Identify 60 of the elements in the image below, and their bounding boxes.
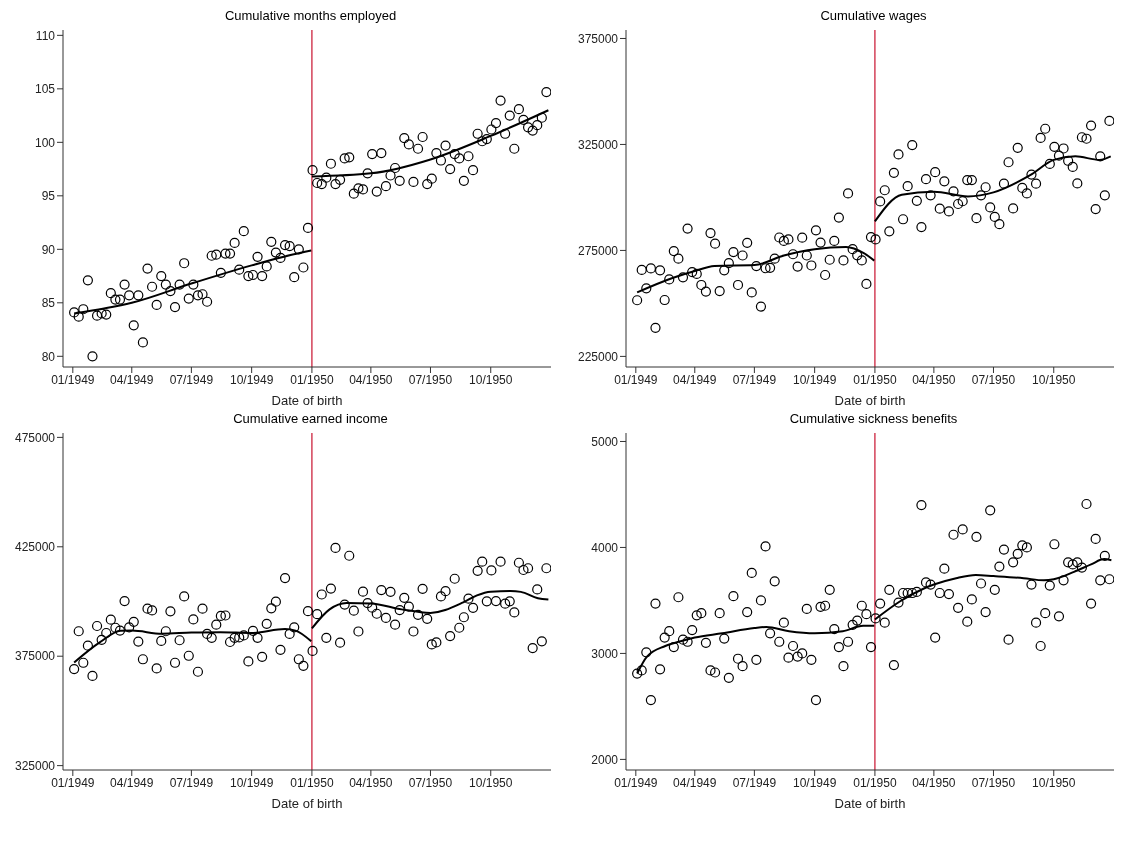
y-tick-label: 475000 <box>14 430 56 445</box>
y-tick-label: 2000 <box>591 752 619 767</box>
x-tick-label: 01/1950 <box>290 372 334 387</box>
x-tick-label: 10/1950 <box>1032 372 1076 387</box>
y-tick-label: 4000 <box>591 540 619 555</box>
x-tick-label: 07/1949 <box>732 775 777 790</box>
y-tick-label: 90 <box>41 242 56 257</box>
x-axis-title: Date of birth <box>271 796 343 811</box>
chart-title: Cumulative months employed <box>223 8 398 25</box>
x-tick-label: 01/1949 <box>614 372 658 387</box>
x-tick-label: 10/1949 <box>792 775 837 790</box>
y-tick-label: 325000 <box>14 758 56 773</box>
y-tick-label: 80 <box>41 349 56 364</box>
y-tick-label: 325000 <box>577 137 619 152</box>
x-tick-label: 10/1949 <box>229 775 274 790</box>
chart-title: Cumulative earned income <box>232 411 389 428</box>
x-tick-label: 01/1950 <box>853 775 897 790</box>
y-tick-label: 375000 <box>14 649 56 664</box>
x-tick-label: 01/1950 <box>853 372 897 387</box>
x-tick-label: 01/1949 <box>614 775 658 790</box>
x-tick-label: 07/1950 <box>971 775 1016 790</box>
x-tick-label: 07/1949 <box>169 372 214 387</box>
y-tick-label: 110 <box>35 28 56 43</box>
y-tick-label: 100 <box>34 135 56 150</box>
y-tick-label: 3000 <box>591 646 619 661</box>
x-tick-label: 07/1949 <box>732 372 777 387</box>
x-tick-label: 10/1949 <box>792 372 837 387</box>
y-tick-label: 95 <box>41 189 56 204</box>
x-axis-title: Date of birth <box>834 796 906 811</box>
x-tick-label: 01/1949 <box>51 775 95 790</box>
y-tick-label: 375000 <box>577 31 619 46</box>
x-tick-label: 10/1950 <box>469 775 513 790</box>
x-tick-label: 04/1950 <box>349 372 393 387</box>
line-series <box>310 590 550 630</box>
x-tick-label: 04/1949 <box>110 372 154 387</box>
y-tick-label: 425000 <box>14 540 56 555</box>
y-tick-label: 275000 <box>577 243 619 258</box>
x-tick-label: 07/1950 <box>408 372 453 387</box>
x-tick-label: 04/1949 <box>673 775 717 790</box>
x-tick-label: 07/1949 <box>169 775 214 790</box>
chart-title: Cumulative wages <box>819 8 928 25</box>
x-tick-label: 10/1950 <box>469 372 513 387</box>
y-tick-label: 105 <box>34 82 56 97</box>
x-tick-label: 04/1949 <box>110 775 154 790</box>
x-axis-title: Date of birth <box>271 393 343 408</box>
x-tick-label: 10/1950 <box>1032 775 1076 790</box>
y-tick-label: 85 <box>41 296 56 311</box>
x-tick-label: 01/1950 <box>290 775 334 790</box>
x-tick-label: 04/1950 <box>349 775 393 790</box>
x-axis-title: Date of birth <box>834 393 906 408</box>
x-tick-label: 01/1949 <box>51 372 95 387</box>
chart-title: Cumulative sickness benefits <box>788 411 959 428</box>
x-tick-label: 04/1950 <box>912 372 956 387</box>
x-tick-label: 07/1950 <box>408 775 453 790</box>
x-tick-label: 04/1950 <box>912 775 956 790</box>
x-tick-label: 10/1949 <box>229 372 274 387</box>
y-tick-label: 225000 <box>577 349 619 364</box>
y-tick-label: 5000 <box>591 434 619 449</box>
x-tick-label: 04/1949 <box>673 372 717 387</box>
x-tick-label: 07/1950 <box>971 372 1016 387</box>
